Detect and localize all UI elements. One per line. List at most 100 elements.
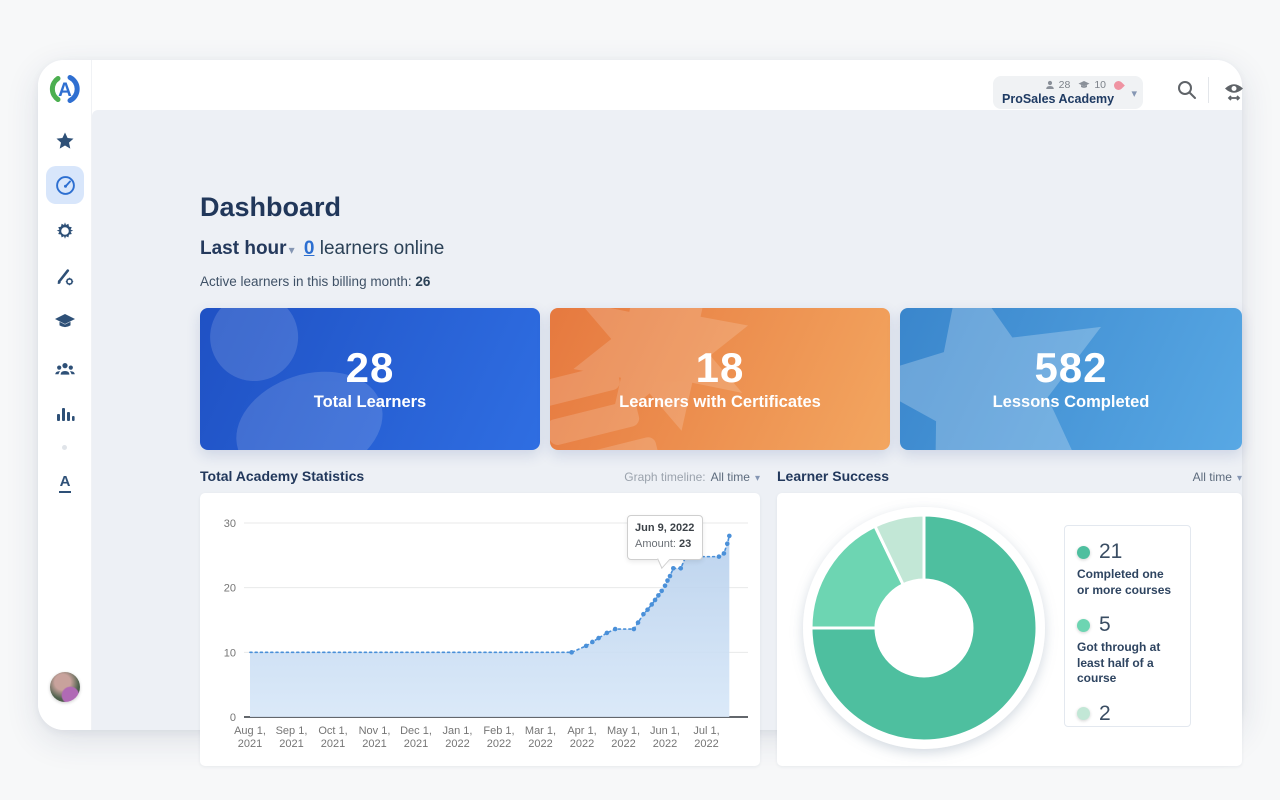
- pen-badge-icon: [1112, 78, 1125, 92]
- svg-text:10: 10: [224, 647, 236, 659]
- content-area: Dashboard Last hour ▾ 0 learners online A…: [92, 110, 1242, 766]
- sidebar: A: [38, 60, 92, 730]
- sidebar-item-courses[interactable]: [46, 303, 84, 341]
- svg-text:Mar 1,: Mar 1,: [525, 725, 556, 737]
- eye-preview-icon: [1225, 84, 1243, 101]
- search-icon: [1178, 81, 1196, 99]
- stat-value: 582: [1034, 343, 1108, 391]
- period-dropdown[interactable]: Last hour: [200, 238, 287, 259]
- academy-badges: 28 10: [1002, 78, 1125, 92]
- sidebar-dot-indicator: [62, 445, 67, 450]
- chevron-down-icon[interactable]: ▾: [288, 243, 295, 257]
- stat-label: Lessons Completed: [992, 393, 1150, 412]
- svg-text:Jan 1,: Jan 1,: [443, 725, 473, 737]
- graph-timeline-dropdown[interactable]: Graph timeline: All time ▾: [624, 470, 760, 484]
- active-learners-line: Active learners in this billing month: 2…: [200, 274, 430, 289]
- sidebar-item-favorites[interactable]: [46, 122, 84, 160]
- legend-label: Got through at least half of a course: [1077, 640, 1161, 686]
- search-button[interactable]: [1176, 79, 1200, 103]
- svg-text:2021: 2021: [279, 738, 303, 750]
- letter-a-icon: A: [58, 473, 72, 493]
- chevron-down-icon: ▾: [1236, 473, 1242, 484]
- svg-text:30: 30: [224, 518, 236, 530]
- svg-text:A: A: [58, 80, 72, 101]
- tooltip-date: Jun 9, 2022: [635, 522, 695, 534]
- academy-selector[interactable]: 28 10 ProSales Academy ▾: [993, 76, 1143, 109]
- stat-value: 28: [345, 343, 395, 391]
- people-icon: [55, 363, 75, 375]
- legend-dot: [1077, 545, 1090, 559]
- svg-text:Sep 1,: Sep 1,: [276, 725, 308, 737]
- stat-label: Learners with Certificates: [619, 393, 821, 412]
- learners-badge-count: 28: [1058, 79, 1071, 91]
- svg-text:Apr 1,: Apr 1,: [567, 725, 596, 737]
- gear-icon: [56, 222, 74, 239]
- sidebar-item-learners[interactable]: [46, 350, 84, 388]
- lessons-completed-card[interactable]: 582 Lessons Completed: [900, 308, 1242, 450]
- online-count-link[interactable]: 0: [303, 238, 315, 259]
- svg-text:Feb 1,: Feb 1,: [483, 725, 514, 737]
- learner-success-title: Learner Success: [777, 468, 890, 484]
- svg-text:2022: 2022: [570, 738, 594, 750]
- legend-item: 5 Got through at least half of a course: [1077, 613, 1178, 687]
- svg-text:2022: 2022: [487, 738, 511, 750]
- legend-dot: [1077, 618, 1090, 632]
- timeline-value: All time: [710, 470, 750, 484]
- chevron-down-icon: ▾: [1131, 88, 1137, 100]
- svg-text:Aug 1,: Aug 1,: [234, 725, 266, 737]
- star-icon: [56, 132, 74, 149]
- svg-text:2021: 2021: [238, 738, 262, 750]
- svg-text:May 1,: May 1,: [607, 725, 640, 737]
- sidebar-item-settings[interactable]: [46, 212, 84, 250]
- sidebar-item-branding[interactable]: A: [46, 464, 84, 502]
- timeline-label: Graph timeline:: [624, 470, 706, 484]
- app-window: A: [38, 60, 1243, 766]
- total-learners-card[interactable]: 28 Total Learners: [200, 308, 540, 450]
- sidebar-item-dashboard[interactable]: [46, 166, 84, 204]
- svg-text:Nov 1,: Nov 1,: [359, 725, 391, 737]
- graduation-cap-icon: [55, 314, 75, 328]
- svg-text:2022: 2022: [611, 738, 635, 750]
- svg-text:20: 20: [224, 583, 236, 595]
- sidebar-item-customization[interactable]: [46, 258, 84, 296]
- person-badge-icon: [1045, 80, 1054, 89]
- legend-value: 2: [1099, 701, 1111, 725]
- svg-text:2022: 2022: [445, 738, 469, 750]
- stat-value: 18: [695, 343, 745, 391]
- svg-text:Oct 1,: Oct 1,: [318, 725, 347, 737]
- bar-chart-icon: [57, 408, 75, 421]
- preview-as-learner-button[interactable]: [1222, 79, 1246, 103]
- dashboard-gauge-icon: [55, 175, 75, 195]
- chart-tooltip: Jun 9, 2022 Amount: 23: [627, 515, 703, 560]
- page-title: Dashboard: [200, 192, 342, 222]
- success-timeline-dropdown[interactable]: All time ▾: [1188, 470, 1242, 484]
- academy-name: ProSales Academy: [1002, 92, 1115, 106]
- learner-success-panel: 21 Completed one or more courses 5 Got t…: [777, 493, 1242, 766]
- statistics-chart-panel: 0 10 20 30 Aug 1, 2021 Sep 1, 2021 Oct 1, 2021 Nov…: [200, 493, 760, 766]
- topbar-divider: [1208, 77, 1209, 103]
- tooltip-label: Amount:: [635, 537, 676, 550]
- legend-item: 2 Started a: [1077, 701, 1178, 726]
- active-learners-label: Active learners in this billing month:: [200, 274, 412, 289]
- courses-badge-count: 10: [1094, 79, 1106, 91]
- stat-label: Total Learners: [313, 393, 427, 412]
- brush-icon: [57, 269, 74, 286]
- academyocean-logo-icon[interactable]: A: [48, 72, 82, 106]
- online-learners-line: Last hour ▾ 0 learners online: [200, 238, 444, 260]
- legend-label: Completed one or more courses: [1077, 567, 1172, 597]
- certificates-card[interactable]: 18 Learners with Certificates: [550, 308, 890, 450]
- sidebar-item-reports[interactable]: [46, 395, 84, 433]
- svg-text:Dec 1,: Dec 1,: [400, 725, 432, 737]
- svg-text:Jul 1,: Jul 1,: [693, 725, 719, 737]
- user-avatar[interactable]: [50, 672, 80, 702]
- topbar: 28 10 ProSales Academy ▾: [92, 60, 1243, 110]
- legend-value: 21: [1099, 540, 1123, 563]
- cap-badge-icon: [1078, 81, 1090, 88]
- svg-text:2021: 2021: [362, 738, 386, 750]
- donut-legend: 21 Completed one or more courses 5 Got t…: [1064, 525, 1191, 727]
- chevron-down-icon: ▾: [754, 473, 760, 484]
- svg-text:2022: 2022: [694, 738, 718, 750]
- donut-chart: [803, 507, 1045, 749]
- svg-text:2022: 2022: [528, 738, 552, 750]
